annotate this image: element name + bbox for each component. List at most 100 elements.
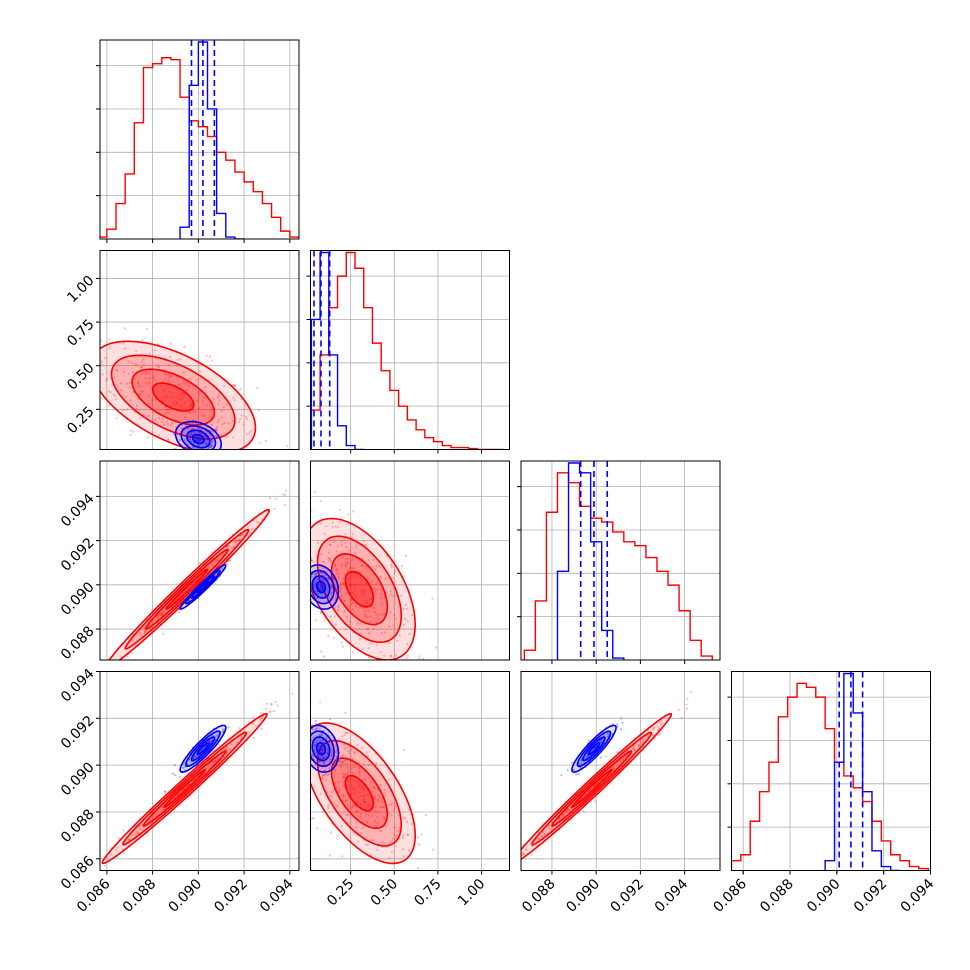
prior-sample <box>211 563 214 566</box>
prior-sample <box>325 778 328 781</box>
posterior-sample <box>322 761 326 764</box>
prior-sample <box>168 376 171 379</box>
prior-contour <box>310 517 417 660</box>
prior-sample <box>345 546 348 549</box>
posterior-sample <box>181 766 185 770</box>
prior-sample <box>340 544 343 547</box>
prior-sample <box>376 816 379 819</box>
prior-sample <box>350 603 353 606</box>
prior-sample <box>269 497 272 500</box>
prior-sample <box>347 779 350 782</box>
prior-sample <box>53 346 55 348</box>
panel-3-0 <box>74 671 300 894</box>
panel-2-0 <box>99 460 300 661</box>
prior-sample <box>177 395 180 399</box>
prior-sample <box>346 569 350 572</box>
prior-sample <box>169 396 172 399</box>
prior-sample <box>373 787 376 790</box>
prior-sample <box>348 567 351 570</box>
prior-sample <box>249 430 253 433</box>
posterior-sample <box>306 733 308 735</box>
prior-sample <box>123 370 126 374</box>
prior-sample <box>379 805 382 809</box>
prior-sample <box>388 625 391 628</box>
prior-sample <box>403 607 406 610</box>
prior-sample <box>653 726 656 729</box>
prior-sample <box>369 839 372 842</box>
prior-sample <box>203 414 206 417</box>
prior-sample <box>188 377 191 380</box>
prior-sample <box>131 834 134 837</box>
prior-sample <box>163 413 166 416</box>
posterior-contour <box>315 742 327 756</box>
prior-sample <box>170 424 173 427</box>
prior-sample <box>103 864 107 867</box>
prior-sample <box>381 805 384 809</box>
prior-sample <box>344 711 347 714</box>
prior-sample <box>380 797 383 800</box>
prior-sample <box>351 558 354 562</box>
prior-sample <box>660 719 663 722</box>
posterior-sample <box>318 571 322 575</box>
posterior-sample <box>313 572 316 576</box>
posterior-sample <box>192 419 195 422</box>
prior-sample <box>140 365 143 368</box>
prior-sample <box>248 730 252 733</box>
prior-sample <box>543 833 547 836</box>
prior-sample <box>351 788 355 791</box>
prior-sample <box>355 575 358 578</box>
prior-sample <box>125 395 128 398</box>
prior-sample <box>334 768 337 771</box>
prior-sample <box>540 835 544 838</box>
prior-sample <box>389 771 392 775</box>
posterior-sample <box>329 758 332 761</box>
prior-sample <box>164 807 167 810</box>
prior-sample <box>347 796 350 799</box>
prior-sample <box>392 808 396 811</box>
y-tick-label: 0.25 <box>64 404 97 437</box>
posterior-contour <box>576 730 612 768</box>
prior-sample <box>393 834 396 837</box>
posterior-sample <box>303 576 305 578</box>
prior-sample <box>350 748 353 751</box>
prior-sample <box>183 401 186 405</box>
prior-sample <box>350 572 353 575</box>
prior-sample <box>362 826 365 829</box>
prior-sample <box>388 856 391 860</box>
prior-sample <box>234 541 237 544</box>
posterior-sample <box>588 739 591 742</box>
prior-sample <box>210 551 213 554</box>
prior-sample <box>160 420 164 424</box>
prior-sample <box>129 433 132 437</box>
prior-sample <box>225 403 228 406</box>
prior-sample <box>376 613 379 616</box>
prior-sample <box>139 827 142 830</box>
posterior-sample <box>199 451 201 453</box>
panel-1-1 <box>306 250 510 454</box>
posterior-sample <box>210 443 213 446</box>
prior-sample <box>364 613 367 616</box>
posterior-sample <box>334 751 338 754</box>
prior-sample <box>337 525 340 529</box>
prior-sample <box>340 540 343 543</box>
prior-sample <box>361 746 364 749</box>
posterior-sample <box>319 611 322 614</box>
prior-sample <box>166 423 170 426</box>
posterior-sample <box>337 759 341 763</box>
prior-sample <box>74 892 76 894</box>
prior-sample <box>270 703 273 706</box>
x-tick-label: 0.092 <box>211 876 251 916</box>
prior-sample <box>349 767 353 770</box>
posterior-sample <box>206 442 209 445</box>
prior-sample <box>377 798 380 801</box>
prior-sample <box>383 791 386 794</box>
prior-sample <box>214 759 217 762</box>
prior-sample <box>358 791 361 794</box>
prior-sample <box>362 794 365 797</box>
prior-sample <box>221 423 224 426</box>
prior-sample <box>366 755 370 758</box>
prior-sample <box>381 841 384 844</box>
prior-sample <box>351 601 355 604</box>
prior-sample <box>141 390 144 393</box>
prior-sample <box>130 361 134 364</box>
